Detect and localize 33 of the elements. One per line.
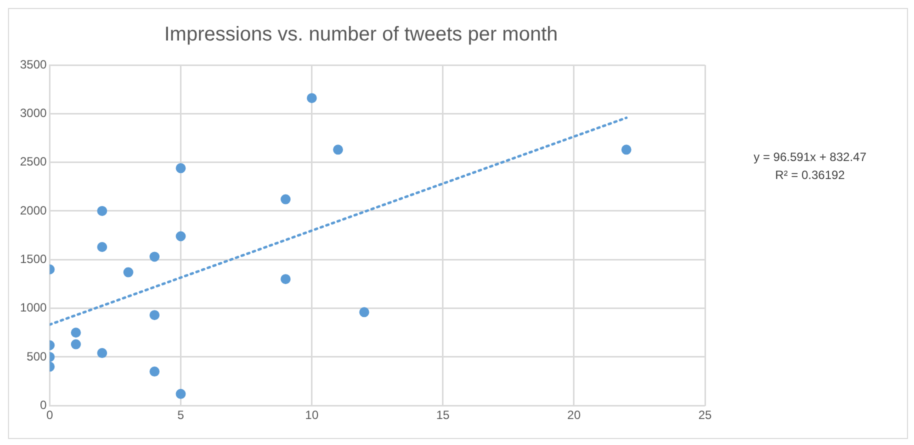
point [176,231,186,242]
point [359,307,370,318]
point [70,339,81,350]
chart-title: Impressions vs. number of tweets per month [164,24,558,46]
point [621,144,632,155]
y-tick-label: 3000 [20,106,48,120]
x-tick-label: 10 [305,408,319,422]
point [150,310,160,320]
point [333,144,344,155]
point [123,267,134,278]
point [306,93,317,104]
point [280,194,291,204]
point [150,366,160,377]
y-tick-label: 1000 [20,300,48,315]
point [70,328,81,338]
y-tick-label: 500 [26,349,48,364]
y-tick-label: 2000 [20,203,48,218]
y-tick-label: 3500 [20,57,48,72]
point [97,242,108,252]
point [97,206,108,216]
x-tick-label: 25 [698,408,712,422]
y-tick-label: 0 [40,398,48,412]
point [176,388,186,399]
y-tick-label: 2500 [20,154,48,169]
point [280,274,291,284]
point [97,348,108,358]
point [150,252,160,262]
x-tick-label: 5 [177,408,184,422]
y-tick-label: 1500 [20,252,48,266]
text: y = 96.591x + 832.47 R² = 0.36192 [754,150,867,182]
point [176,163,186,174]
x-tick-label: 20 [567,408,581,422]
x-tick-label: 15 [436,408,450,422]
